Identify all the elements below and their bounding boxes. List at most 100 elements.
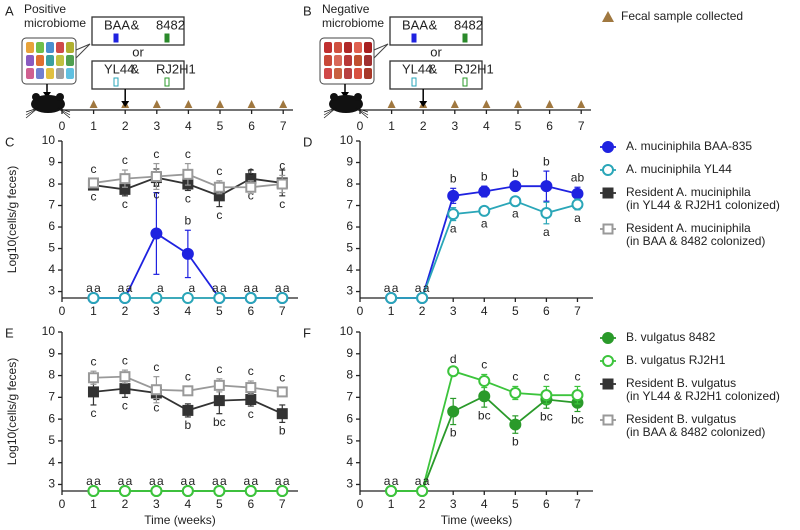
significance-letter: a: [543, 225, 550, 239]
data-point: [385, 485, 398, 497]
mouse: [31, 95, 65, 113]
timeline-label: 0: [357, 119, 364, 133]
significance-letter: a: [415, 281, 422, 295]
significance-letter: a: [189, 474, 196, 488]
data-point: [150, 384, 162, 396]
data-point: [181, 247, 194, 260]
data-point: [150, 485, 163, 497]
x-tick-label: 6: [247, 304, 254, 318]
x-axis-label: Time (weeks): [144, 513, 216, 527]
data-point: [182, 385, 194, 397]
data-point: [276, 178, 288, 190]
data-point: [540, 180, 553, 193]
timeline-label: 1: [388, 119, 395, 133]
legend-marker: [602, 332, 614, 344]
data-point: [244, 292, 257, 304]
arrow-head: [43, 92, 51, 98]
significance-letter: a: [512, 207, 519, 221]
significance-letter: b: [185, 213, 192, 227]
strain-name: YL44: [104, 61, 134, 76]
x-tick-label: 5: [512, 304, 519, 318]
data-point: [119, 383, 131, 395]
legend-label: Resident A. muciniphila: [626, 221, 751, 235]
whisker: [57, 107, 71, 116]
y-tick-label: 5: [346, 241, 353, 255]
significance-letter: b: [279, 424, 286, 438]
microbe: [324, 42, 332, 53]
x-tick-label: 0: [357, 497, 364, 511]
legend-label: B. vulgatus RJ2H1: [626, 353, 726, 367]
legend-label: A. muciniphila YL44: [626, 162, 732, 176]
panel-label: A: [5, 3, 14, 18]
x-tick-label: 4: [481, 304, 488, 318]
mouse-ear: [56, 93, 64, 101]
legend-label: B. vulgatus 8482: [626, 330, 716, 344]
microbiome-title: microbiome: [24, 16, 86, 30]
timeline-label: 3: [153, 119, 160, 133]
x-tick-label: 2: [419, 304, 426, 318]
significance-letter: bc: [213, 415, 226, 429]
strain-name: BAA: [402, 17, 428, 32]
microbe: [354, 55, 362, 66]
data-point: [181, 485, 194, 497]
sample-marker: [450, 100, 459, 108]
significance-letter: c: [153, 187, 159, 201]
microbe: [334, 68, 342, 79]
data-point: [119, 173, 131, 185]
whisker: [355, 107, 369, 116]
microbe: [344, 42, 352, 53]
microbe: [364, 55, 372, 66]
significance-letter: a: [275, 474, 282, 488]
x-tick-label: 2: [122, 304, 129, 318]
significance-letter: ab: [571, 170, 585, 184]
y-tick-label: 7: [346, 390, 353, 404]
data-point: [245, 181, 257, 193]
microbiome-title: Negative: [322, 2, 370, 16]
y-tick-label: 6: [346, 219, 353, 233]
arrow-head: [121, 101, 130, 107]
panel-label: D: [303, 134, 312, 149]
significance-letter: a: [283, 474, 290, 488]
significance-letter: a: [251, 474, 258, 488]
significance-letter: c: [279, 159, 285, 173]
significance-letter: a: [149, 474, 156, 488]
or-label: or: [430, 44, 442, 59]
significance-letter: c: [216, 164, 222, 178]
data-point: [509, 386, 522, 399]
microbe: [26, 55, 34, 66]
microbe: [66, 55, 74, 66]
strain-icon: [164, 77, 170, 87]
timeline-label: 6: [546, 119, 553, 133]
x-tick-label: 7: [279, 497, 286, 511]
sample-marker: [387, 100, 396, 108]
microbe: [354, 42, 362, 53]
sample-marker: [279, 100, 288, 108]
significance-letter: a: [243, 281, 250, 295]
timeline-label: 6: [248, 119, 255, 133]
strain-icon: [411, 77, 417, 87]
microbe: [324, 68, 332, 79]
data-point: [213, 395, 225, 407]
legend-marker: [602, 223, 614, 235]
strain-icon: [462, 77, 468, 87]
timeline-label: 4: [483, 119, 490, 133]
significance-letter: a: [157, 281, 164, 295]
strain-name: &: [131, 17, 140, 32]
data-point: [150, 292, 163, 304]
significance-letter: c: [122, 399, 128, 413]
data-point: [245, 394, 257, 406]
panel-label: E: [5, 325, 14, 340]
significance-letter: a: [251, 281, 258, 295]
significance-letter: c: [90, 189, 96, 203]
y-tick-label: 4: [346, 455, 353, 469]
x-tick-label: 5: [512, 497, 519, 511]
significance-letter: c: [512, 370, 518, 384]
data-point: [244, 485, 257, 497]
significance-letter: c: [90, 162, 96, 176]
microbe: [364, 68, 372, 79]
microbe: [66, 68, 74, 79]
strain-name: &: [429, 61, 438, 76]
whisker: [25, 107, 39, 116]
data-point: [416, 292, 429, 304]
